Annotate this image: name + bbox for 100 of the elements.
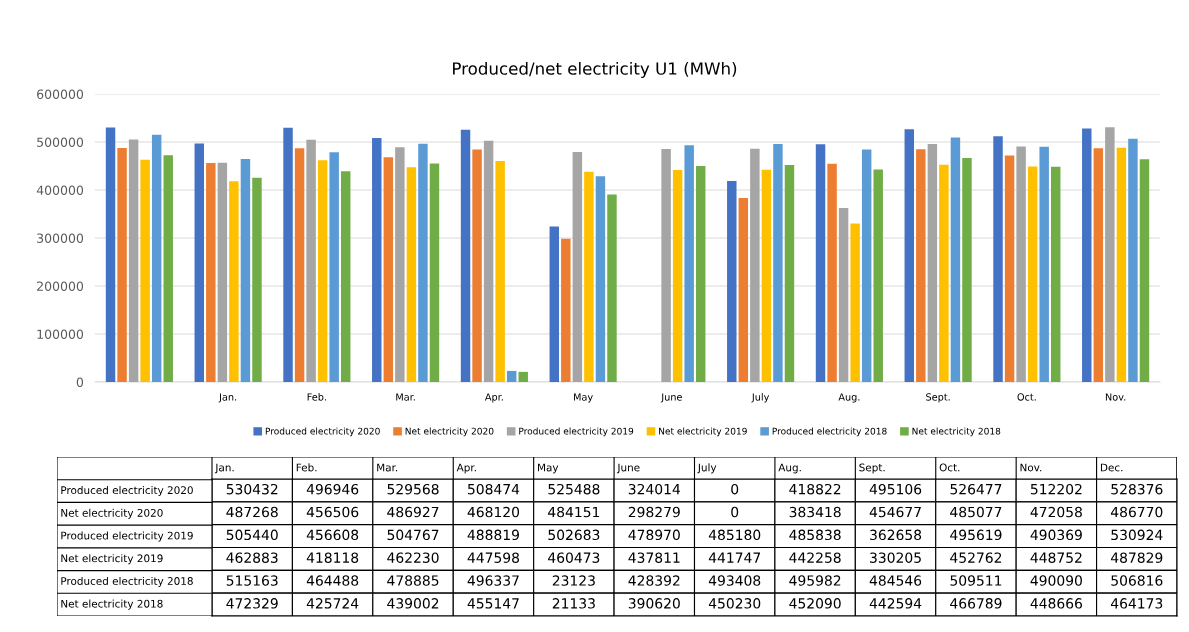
data-label: 515163 xyxy=(226,575,278,586)
bar xyxy=(252,177,262,382)
x-tick-label: May xyxy=(538,463,559,474)
data-label: 508474 xyxy=(468,483,520,495)
bar xyxy=(1050,166,1061,382)
bar xyxy=(727,180,737,382)
bar xyxy=(950,137,961,382)
x-tick-label: Dec. xyxy=(1100,463,1123,472)
bar xyxy=(738,197,749,382)
data-label: 441747 xyxy=(708,552,761,563)
bar xyxy=(927,144,938,382)
data-label: 526477 xyxy=(950,483,1002,495)
x-tick-label: Feb. xyxy=(296,463,317,472)
bar xyxy=(483,140,494,382)
bar xyxy=(784,165,795,382)
x-tick-label: July xyxy=(697,463,717,474)
bar xyxy=(1039,146,1049,382)
data-label: 0 xyxy=(731,483,739,495)
data-label: 464173 xyxy=(1110,598,1163,609)
data-label: 486927 xyxy=(387,506,439,518)
bar xyxy=(518,371,528,382)
x-tick-label: Oct. xyxy=(1017,393,1036,401)
y-tick-label: 200000 xyxy=(37,281,84,291)
data-label: 490090 xyxy=(1030,575,1082,586)
x-tick-label: Mar. xyxy=(396,393,415,401)
data-label: 496946 xyxy=(306,483,359,495)
x-tick-label: Aug. xyxy=(778,463,801,474)
bar xyxy=(383,157,394,382)
bar xyxy=(194,143,205,382)
data-label: 462230 xyxy=(387,552,439,563)
y-tick-label: 300000 xyxy=(37,233,84,243)
bar xyxy=(1016,146,1026,382)
y-tick-label: Net electricity 2018 xyxy=(61,599,163,610)
data-label: 456608 xyxy=(306,529,359,541)
data-label: 448666 xyxy=(1030,598,1083,609)
bar xyxy=(1082,128,1092,382)
data-label: 485180 xyxy=(708,529,761,541)
bar xyxy=(561,238,571,382)
y-tick-label: Produced electricity 2018 xyxy=(61,576,193,587)
data-label: 487268 xyxy=(226,506,278,518)
bar xyxy=(140,159,150,382)
x-tick-label: Jan. xyxy=(218,393,237,403)
bar xyxy=(406,167,417,382)
data-label: 506816 xyxy=(1111,575,1163,586)
data-label: 484151 xyxy=(548,506,600,518)
data-label: 418118 xyxy=(306,552,359,563)
bar xyxy=(217,162,228,382)
data-label: 425724 xyxy=(306,598,359,609)
y-tick-label: Produced electricity 2019 xyxy=(61,531,193,542)
x-tick-label: Mar. xyxy=(377,463,398,472)
bar xyxy=(993,136,1003,382)
y-tick-label: 100000 xyxy=(37,329,84,339)
bar xyxy=(815,144,826,382)
data-label: 472329 xyxy=(226,598,278,609)
data-label: 468120 xyxy=(467,506,520,518)
data-label: 330205 xyxy=(870,552,921,563)
bar xyxy=(429,163,440,382)
x-tick-label: Sept. xyxy=(926,393,950,403)
bar xyxy=(472,149,482,382)
data-label: 460473 xyxy=(548,552,600,563)
bar xyxy=(750,148,760,382)
data-label: 21133 xyxy=(552,598,595,609)
y-tick-label: 0 xyxy=(76,377,84,387)
data-label: 454677 xyxy=(869,506,921,518)
bar xyxy=(916,149,926,382)
data-label: 428392 xyxy=(628,575,680,586)
bar xyxy=(1027,166,1038,382)
bar xyxy=(584,171,594,382)
data-label: 505440 xyxy=(226,529,278,541)
bar xyxy=(294,148,305,382)
data-label: 462883 xyxy=(226,552,278,563)
data-label: 487829 xyxy=(1110,552,1163,563)
bar xyxy=(372,137,382,382)
data-label: 442594 xyxy=(869,598,922,609)
data-label: 464488 xyxy=(306,575,359,586)
data-label: 495619 xyxy=(950,529,1002,541)
data-label: 509511 xyxy=(950,575,1002,586)
x-tick-label: May xyxy=(574,393,593,403)
data-label: 362658 xyxy=(870,529,922,541)
data-label: 478885 xyxy=(387,575,439,586)
data-label: 383418 xyxy=(789,506,841,518)
bar xyxy=(163,155,173,382)
data-label: 466789 xyxy=(950,598,1002,609)
y-tick-label: Net electricity 2019 xyxy=(61,554,163,565)
bar xyxy=(1139,159,1150,382)
bar xyxy=(128,139,139,382)
x-tick-label: Feb. xyxy=(307,393,326,401)
legend-label: Produced electricity 2018 xyxy=(772,427,887,437)
bar xyxy=(395,147,405,382)
x-tick-label: Sept. xyxy=(859,463,885,474)
bar xyxy=(1128,138,1138,382)
bar xyxy=(873,169,883,382)
y-tick-label: Net electricity 2020 xyxy=(61,508,163,519)
bar xyxy=(229,181,239,382)
x-tick-label: Nov. xyxy=(1020,463,1042,472)
bar xyxy=(105,127,116,382)
data-label: 456506 xyxy=(306,506,359,518)
data-label: 485838 xyxy=(789,529,841,541)
bar xyxy=(306,139,316,382)
data-label: 452090 xyxy=(789,598,841,609)
